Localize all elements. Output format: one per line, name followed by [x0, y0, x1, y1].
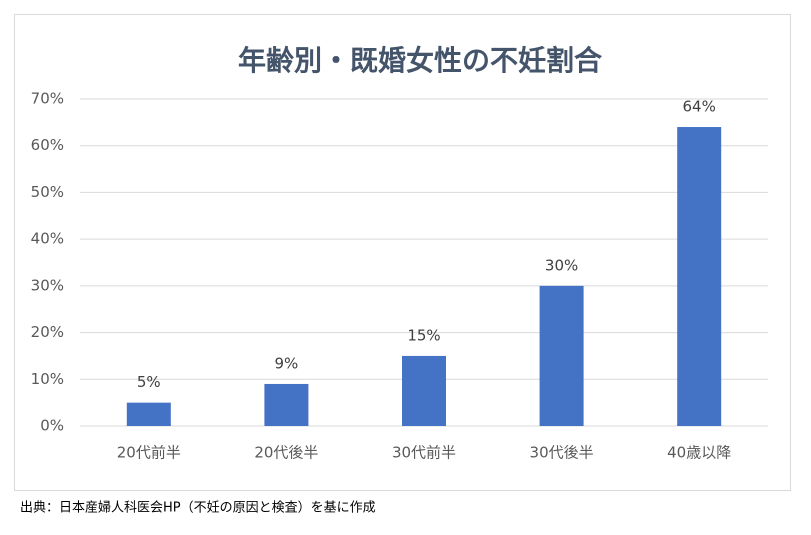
value-label: 9%: [275, 354, 299, 372]
y-tick-label: 20%: [31, 323, 64, 341]
bar: [126, 402, 171, 426]
value-label: 5%: [137, 373, 161, 391]
x-tick-label: 40歳以降: [667, 444, 731, 462]
bar: [677, 127, 722, 427]
y-tick-label: 10%: [31, 370, 64, 388]
chart-title: 年齢別・既婚女性の不妊割合: [238, 44, 603, 77]
x-tick-label: 30代前半: [392, 444, 456, 462]
bar: [264, 383, 309, 426]
value-label: 15%: [407, 326, 440, 344]
y-tick-label: 0%: [40, 417, 64, 435]
y-tick-label: 70%: [31, 90, 64, 108]
value-label: 64%: [683, 98, 716, 116]
source-note: 出典：日本産婦人科医会HP（不妊の原因と検査）を基に作成: [20, 500, 376, 516]
value-label: 30%: [545, 256, 578, 274]
x-tick-label: 20代前半: [117, 444, 181, 462]
y-tick-label: 30%: [31, 276, 64, 294]
y-tick-label: 50%: [31, 183, 64, 201]
y-tick-label: 40%: [31, 230, 64, 248]
y-tick-label: 60%: [31, 136, 64, 154]
bar: [539, 285, 584, 426]
x-tick-label: 30代後半: [530, 444, 594, 462]
bar: [402, 355, 446, 426]
x-tick-label: 20代後半: [254, 444, 318, 462]
